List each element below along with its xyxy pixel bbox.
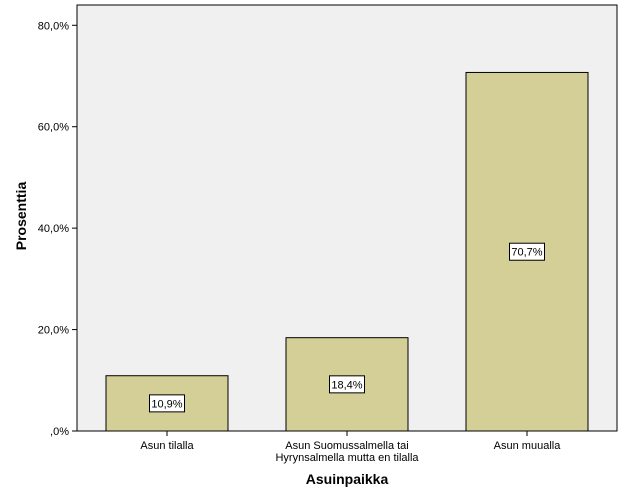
y-axis-title: Prosenttia <box>13 182 29 251</box>
x-tick-label: Asun Suomussalmella tai <box>285 440 409 452</box>
x-axis-title: Asuinpaikka <box>306 471 389 487</box>
y-tick-label: ,0% <box>50 426 69 438</box>
data-label-box <box>329 375 365 394</box>
y-tick-label: 60,0% <box>38 122 69 134</box>
data-label: 70,7% <box>511 247 542 259</box>
x-tick-label: Asun tilalla <box>140 440 194 452</box>
data-label: 18,4% <box>331 379 362 391</box>
bars-group: 10,9% 18,4% 70,7% <box>105 71 589 432</box>
x-tick-label: Hyrynsalmella mutta en tilalla <box>275 452 419 464</box>
y-tick-label: 20,0% <box>38 325 69 337</box>
data-label-box <box>149 394 185 413</box>
y-tick-label: 40,0% <box>38 223 69 235</box>
y-axis: ,0% 20,0% 40,0% 60,0% 80,0% <box>38 20 77 438</box>
data-label: 10,9% <box>151 398 182 410</box>
x-tick-label: Asun muualla <box>494 440 562 452</box>
data-label-box <box>509 242 545 261</box>
x-axis: Asun tilalla Asun Suomussalmella taiHyryn… <box>140 431 561 464</box>
y-tick-label: 80,0% <box>38 20 69 32</box>
